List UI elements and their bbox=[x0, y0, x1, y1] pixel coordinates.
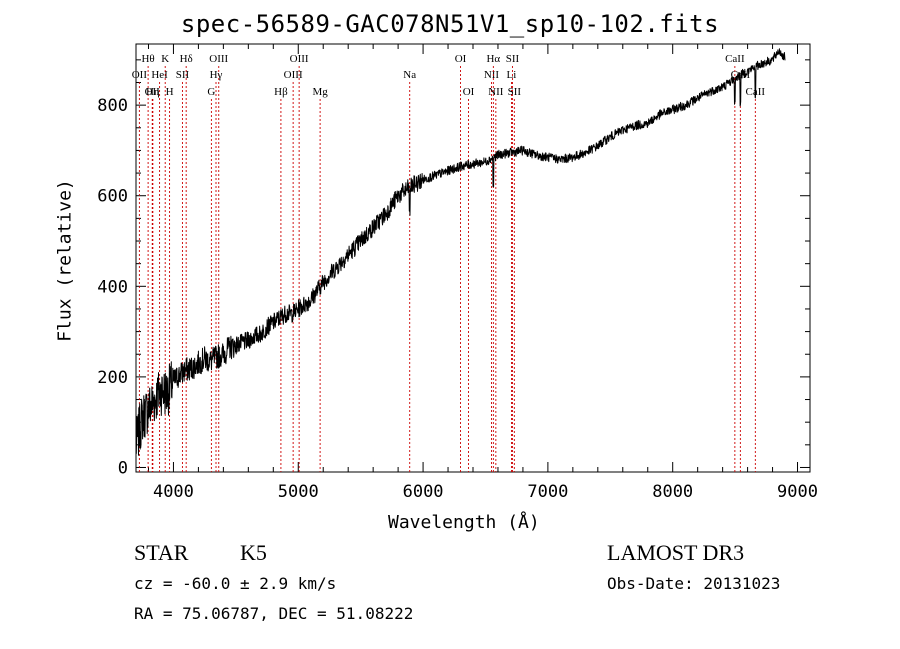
spectral-line-label: OII bbox=[132, 69, 148, 81]
y-tick-label: 800 bbox=[97, 96, 128, 116]
spectral-line-label: G bbox=[207, 86, 215, 98]
spectral-line-label: SII bbox=[506, 53, 520, 65]
y-tick-label: 0 bbox=[118, 458, 128, 478]
obs-date: Obs-Date: 20131023 bbox=[607, 574, 781, 593]
spectral-line-label: Hβ bbox=[274, 86, 288, 98]
spectral-line-label: HeI bbox=[151, 69, 168, 81]
object-class: STAR bbox=[134, 540, 189, 565]
spectrum-line bbox=[135, 48, 786, 456]
spectral-line-label: Hη bbox=[146, 86, 160, 98]
y-tick-label: 600 bbox=[97, 187, 128, 207]
chart-title: spec-56589-GAC078N51V1_sp10-102.fits bbox=[180, 10, 720, 38]
plot-frame bbox=[135, 43, 811, 473]
spectral-line-label: Hδ bbox=[180, 53, 193, 65]
x-tick-label: 5000 bbox=[278, 482, 319, 502]
spectral-line-label: Hθ bbox=[141, 53, 154, 65]
coordinates-info: RA = 75.06787, DEC = 51.08222 bbox=[134, 604, 414, 623]
spectral-line-label: H bbox=[166, 86, 174, 98]
spectral-line-label: NII bbox=[484, 69, 500, 81]
spectral-line-label: OI bbox=[463, 86, 475, 98]
x-tick-label: 8000 bbox=[652, 482, 693, 502]
spectral-line-label: OIII bbox=[290, 53, 309, 65]
x-axis-label: Wavelength (Å) bbox=[388, 512, 540, 533]
spectral-line-label: Hγ bbox=[210, 69, 223, 81]
spectral-line-label: Na bbox=[403, 69, 416, 81]
spectral-line-label: CaII bbox=[725, 53, 745, 65]
object-subclass: K5 bbox=[240, 540, 267, 565]
spectral-line-label: OII bbox=[145, 86, 161, 98]
y-tick-label: 200 bbox=[97, 368, 128, 388]
spectral-line-label: OIII bbox=[209, 53, 228, 65]
redshift-info: cz = -60.0 ± 2.9 km/s bbox=[134, 574, 337, 593]
x-tick-label: 4000 bbox=[153, 482, 194, 502]
spectral-line-label: NII bbox=[488, 86, 504, 98]
spectral-line-label: SII bbox=[508, 86, 522, 98]
y-axis-label: Flux (relative) bbox=[54, 179, 76, 342]
spectral-line-label: OIII bbox=[284, 69, 303, 81]
y-tick-label: 400 bbox=[97, 277, 128, 297]
x-tick-label: 7000 bbox=[527, 482, 568, 502]
x-tick-label: 9000 bbox=[777, 482, 818, 502]
survey-name: LAMOST DR3 bbox=[607, 540, 745, 565]
spectral-line-label: Mg bbox=[312, 86, 328, 98]
spectral-line-label: Hα bbox=[486, 53, 500, 65]
spectral-line-label: OI bbox=[455, 53, 467, 65]
spectral-line-label: K bbox=[161, 53, 169, 65]
spectral-line-label: SII bbox=[176, 69, 190, 81]
x-tick-label: 6000 bbox=[403, 482, 444, 502]
spectral-line-label: Li bbox=[507, 69, 517, 81]
